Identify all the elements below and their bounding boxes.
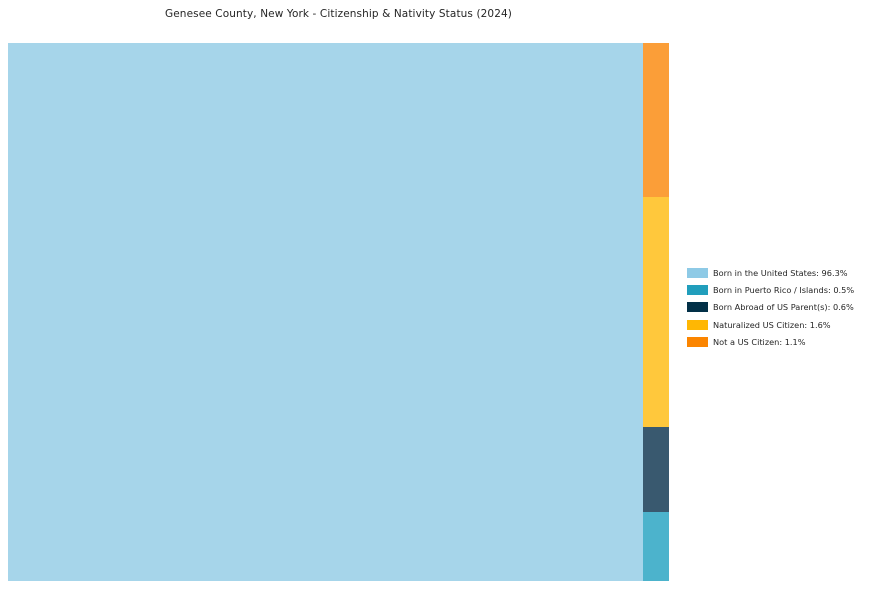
legend-item-label: Born in the United States: 96.3% [713,267,848,278]
treemap-right-column [643,43,669,581]
legend-swatch-icon [687,285,708,296]
legend-swatch-icon [687,267,708,278]
legend-item-not-a-us-citizen[interactable]: Not a US Citizen: 1.1% [687,334,882,351]
legend-item-naturalized-us-citizen[interactable]: Naturalized US Citizen: 1.6% [687,316,882,333]
treemap-tile-born-abroad-of-us-parents[interactable] [643,427,669,512]
legend-item-label: Naturalized US Citizen: 1.6% [713,319,831,330]
chart-title: Genesee County, New York - Citizenship &… [165,8,512,20]
treemap-tile-born-in-puerto-rico-islands[interactable] [643,512,669,581]
legend-swatch-icon [687,302,708,313]
treemap-plot-area [8,43,669,581]
legend-item-label: Born Abroad of US Parent(s): 0.6% [713,302,854,313]
legend: Born in the United States: 96.3% Born in… [687,264,882,351]
legend-item-born-in-the-united-states[interactable]: Born in the United States: 96.3% [687,264,882,281]
treemap-tile-naturalized-us-citizen[interactable] [643,197,669,427]
treemap-tile-born-in-the-united-states[interactable] [8,43,643,581]
legend-swatch-icon [687,319,708,330]
treemap-tile-not-a-us-citizen[interactable] [643,43,669,197]
legend-item-born-in-puerto-rico-islands[interactable]: Born in Puerto Rico / Islands: 0.5% [687,281,882,298]
legend-item-label: Not a US Citizen: 1.1% [713,337,806,348]
legend-swatch-icon [687,337,708,348]
legend-item-label: Born in Puerto Rico / Islands: 0.5% [713,284,855,295]
legend-item-born-abroad-of-us-parents[interactable]: Born Abroad of US Parent(s): 0.6% [687,299,882,316]
